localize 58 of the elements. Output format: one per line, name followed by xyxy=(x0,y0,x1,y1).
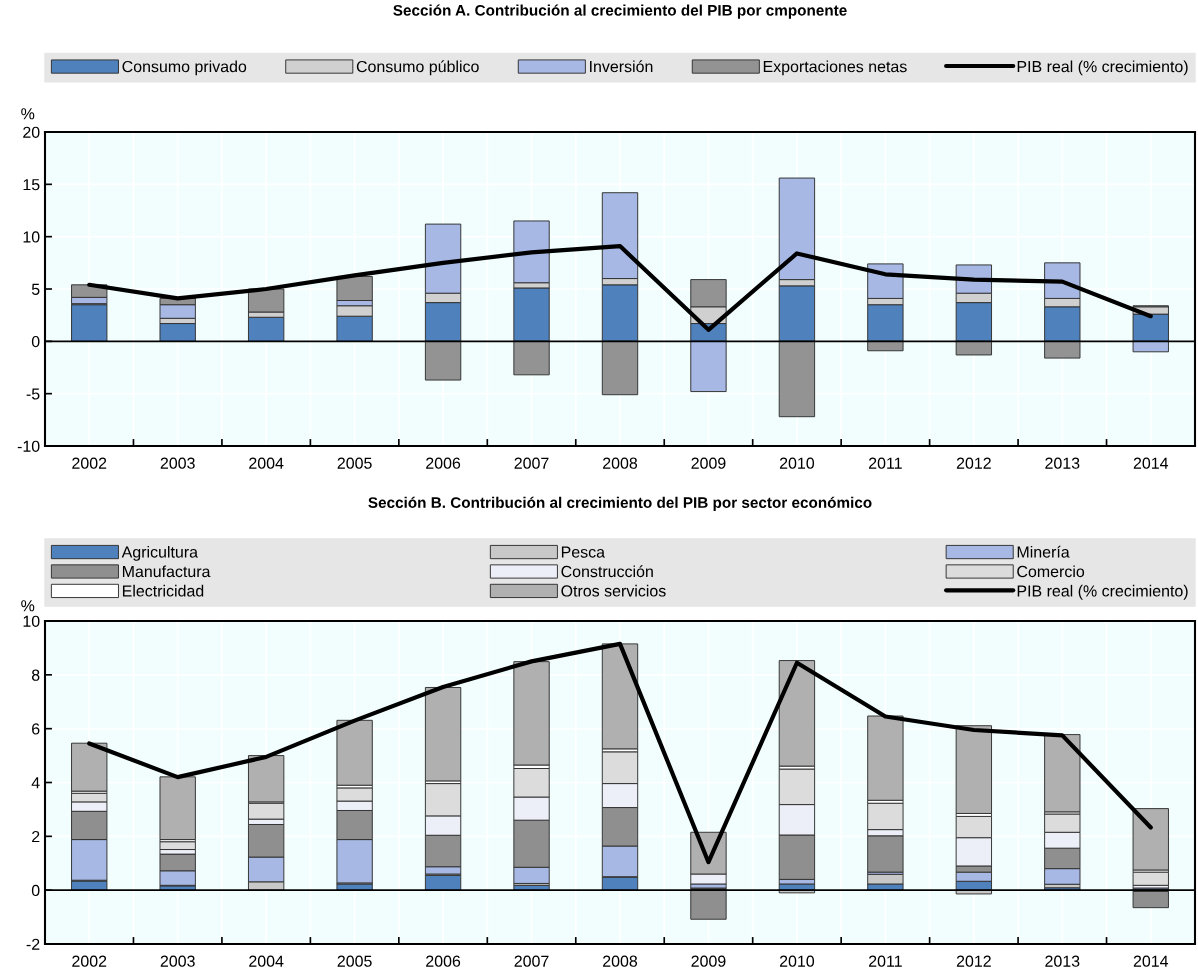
legend-label: Agricultura xyxy=(121,545,199,561)
legend-label: Inversión xyxy=(590,60,653,73)
legend-label: Electricidad xyxy=(122,584,204,597)
y-tick-label: 8 xyxy=(31,669,40,681)
legend-label: Pesca xyxy=(561,546,606,558)
x-tick-label: 2009 xyxy=(691,457,726,469)
x-tick-label: 2005 xyxy=(337,457,372,469)
legend-label: Consumo privado xyxy=(122,60,247,76)
legend-label: Manufactura xyxy=(122,565,211,578)
chart-title: Sección A. Contribución al crecimiento del PIB por cmponente xyxy=(393,4,847,19)
x-tick-label: 2010 xyxy=(779,955,815,967)
y-tick-label: 5 xyxy=(31,283,40,295)
x-tick-label: 2013 xyxy=(1045,955,1080,967)
legend-label: Comercio xyxy=(1017,565,1085,578)
y-tick-label: -5 xyxy=(26,388,40,400)
legend-label: PIB real (% crecimiento) xyxy=(1017,60,1188,76)
x-tick-label: 2008 xyxy=(603,955,638,967)
x-tick-label: 2002 xyxy=(72,955,107,967)
y-tick-label: -10 xyxy=(17,440,40,452)
x-tick-label: 2013 xyxy=(1045,457,1080,469)
x-tick-label: 2011 xyxy=(869,955,902,967)
x-tick-label: 2010 xyxy=(779,457,815,469)
y-tick-label: 0 xyxy=(31,884,40,897)
x-tick-label: 2003 xyxy=(160,955,195,967)
x-tick-label: 2012 xyxy=(956,955,991,967)
legend-label: Exportaciones netas xyxy=(763,60,907,76)
y-tick-label: 6 xyxy=(32,723,40,735)
x-tick-label: 2006 xyxy=(426,955,461,967)
y-tick-label: 10 xyxy=(23,231,40,243)
legend-label: Construcción xyxy=(561,565,653,578)
x-tick-label: 2009 xyxy=(691,955,726,967)
x-tick-label: 2002 xyxy=(72,457,107,469)
y-axis-title: % xyxy=(21,600,35,612)
x-tick-label: 2008 xyxy=(603,457,638,469)
y-tick-label: -2 xyxy=(26,938,40,950)
x-tick-label: 2006 xyxy=(426,457,461,469)
legend-label: Consumo público xyxy=(356,60,479,76)
x-tick-label: 2003 xyxy=(160,457,195,469)
y-tick-label: 4 xyxy=(31,777,40,789)
y-tick-label: 10 xyxy=(23,615,40,627)
y-axis-title: % xyxy=(21,108,35,120)
legend-label: Minería xyxy=(1017,545,1070,558)
y-tick-label: 15 xyxy=(23,179,40,191)
x-tick-label: 2005 xyxy=(337,955,372,967)
x-tick-label: 2014 xyxy=(1133,457,1169,469)
y-tick-label: 20 xyxy=(23,126,40,138)
legend-label: Otros servicios xyxy=(561,584,666,597)
x-tick-label: 2004 xyxy=(249,955,284,967)
x-tick-label: 2007 xyxy=(514,457,549,469)
x-tick-label: 2011 xyxy=(869,457,902,469)
x-tick-label: 2014 xyxy=(1133,955,1169,967)
y-tick-label: 2 xyxy=(32,830,40,843)
legend-label: PIB real (% crecimiento) xyxy=(1017,584,1188,600)
x-tick-label: 2007 xyxy=(514,955,549,967)
y-tick-label: 0 xyxy=(31,335,40,348)
chart-title: Sección B. Contribución al crecimiento del PIB por sector económico xyxy=(368,496,872,511)
x-tick-label: 2012 xyxy=(956,457,991,469)
x-tick-label: 2004 xyxy=(249,457,284,469)
